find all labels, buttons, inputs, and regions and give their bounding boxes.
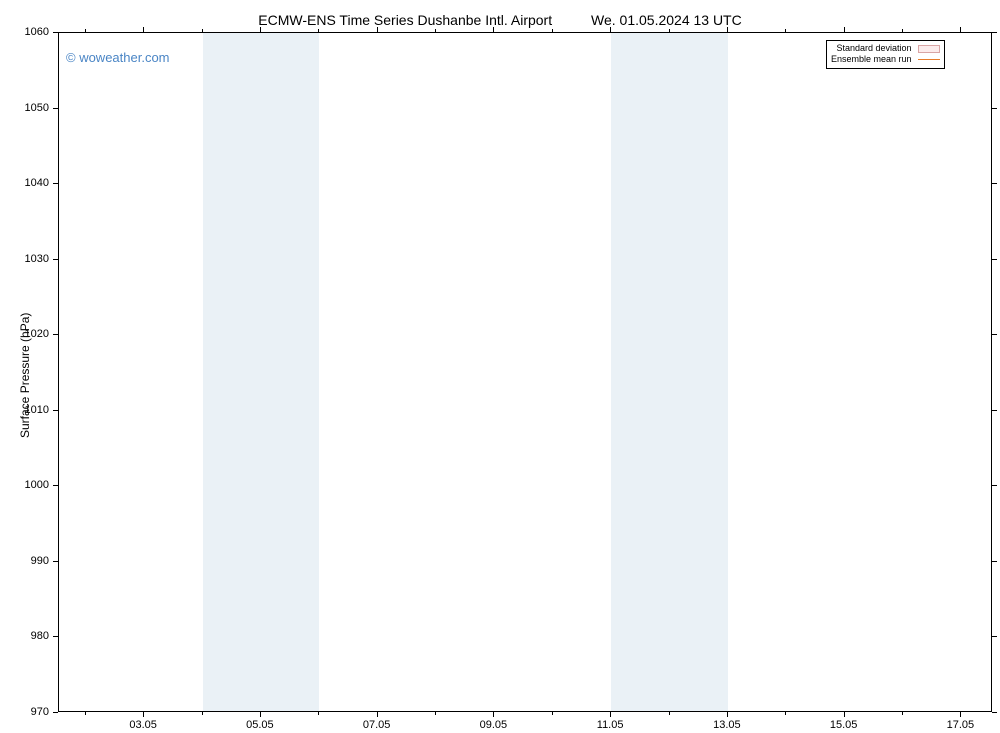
y-tick-label: 1020 — [25, 328, 49, 340]
x-tick-mark-top — [844, 27, 845, 32]
x-tick-mark-top — [960, 27, 961, 32]
y-tick-mark — [53, 183, 58, 184]
x-tick-label: 15.05 — [830, 719, 858, 731]
x-tick-label: 05.05 — [246, 719, 274, 731]
y-tick-mark-right — [992, 712, 997, 713]
x-tick-mark — [610, 712, 611, 717]
x-minor-tick-mark — [202, 712, 203, 715]
x-minor-tick-mark — [669, 712, 670, 715]
y-tick-label: 990 — [31, 555, 49, 567]
x-minor-tick-mark-top — [85, 29, 86, 32]
y-tick-mark — [53, 636, 58, 637]
x-minor-tick-mark — [552, 712, 553, 715]
y-tick-label: 1060 — [25, 26, 49, 38]
x-tick-label: 09.05 — [480, 719, 508, 731]
x-tick-mark-top — [143, 27, 144, 32]
y-tick-mark — [53, 32, 58, 33]
x-minor-tick-mark-top — [202, 29, 203, 32]
x-minor-tick-mark — [85, 712, 86, 715]
x-minor-tick-mark-top — [552, 29, 553, 32]
x-minor-tick-mark — [785, 712, 786, 715]
y-tick-mark-right — [992, 108, 997, 109]
y-tick-label: 1010 — [25, 404, 49, 416]
x-tick-mark-top — [377, 27, 378, 32]
y-tick-mark-right — [992, 485, 997, 486]
x-tick-mark-top — [260, 27, 261, 32]
x-tick-mark — [844, 712, 845, 717]
legend-swatch — [918, 45, 940, 53]
x-minor-tick-mark-top — [669, 29, 670, 32]
night-band-0 — [203, 33, 320, 711]
y-tick-label: 1000 — [25, 479, 49, 491]
y-tick-mark — [53, 334, 58, 335]
y-tick-label: 1030 — [25, 253, 49, 265]
x-minor-tick-mark — [435, 712, 436, 715]
y-tick-label: 1050 — [25, 102, 49, 114]
x-tick-mark — [260, 712, 261, 717]
x-tick-mark — [493, 712, 494, 717]
x-tick-label: 07.05 — [363, 719, 391, 731]
x-tick-mark — [960, 712, 961, 717]
plot-area — [58, 32, 992, 712]
legend-item-label: Ensemble mean run — [831, 54, 912, 65]
y-tick-mark — [53, 259, 58, 260]
legend-line — [918, 59, 940, 60]
legend-item-label: Standard deviation — [836, 43, 911, 54]
y-tick-mark — [53, 485, 58, 486]
x-minor-tick-mark-top — [435, 29, 436, 32]
x-minor-tick-mark-top — [318, 29, 319, 32]
x-minor-tick-mark — [318, 712, 319, 715]
chart-title: ECMW-ENS Time Series Dushanbe Intl. Airp… — [0, 12, 1000, 28]
x-tick-label: 13.05 — [713, 719, 741, 731]
x-tick-mark — [377, 712, 378, 717]
y-tick-mark-right — [992, 410, 997, 411]
y-tick-label: 980 — [31, 630, 49, 642]
x-tick-mark — [143, 712, 144, 717]
y-tick-mark-right — [992, 32, 997, 33]
x-minor-tick-mark-top — [902, 29, 903, 32]
x-minor-tick-mark — [902, 712, 903, 715]
x-tick-label: 17.05 — [947, 719, 975, 731]
legend: Standard deviationEnsemble mean run — [826, 40, 945, 69]
y-tick-label: 1040 — [25, 177, 49, 189]
y-tick-mark-right — [992, 636, 997, 637]
y-tick-mark-right — [992, 334, 997, 335]
night-band-1 — [611, 33, 728, 711]
y-tick-mark-right — [992, 183, 997, 184]
x-tick-mark-top — [610, 27, 611, 32]
x-tick-mark-top — [493, 27, 494, 32]
x-tick-label: 03.05 — [129, 719, 157, 731]
y-tick-mark — [53, 108, 58, 109]
watermark: © woweather.com — [66, 50, 170, 65]
x-minor-tick-mark-top — [785, 29, 786, 32]
y-tick-mark-right — [992, 259, 997, 260]
x-tick-mark-top — [727, 27, 728, 32]
x-tick-label: 11.05 — [597, 719, 624, 731]
y-tick-mark-right — [992, 561, 997, 562]
legend-item: Ensemble mean run — [831, 54, 940, 65]
x-tick-mark — [727, 712, 728, 717]
y-tick-mark — [53, 410, 58, 411]
y-tick-mark — [53, 561, 58, 562]
y-tick-label: 970 — [31, 706, 49, 718]
y-tick-mark — [53, 712, 58, 713]
legend-item: Standard deviation — [831, 43, 940, 54]
